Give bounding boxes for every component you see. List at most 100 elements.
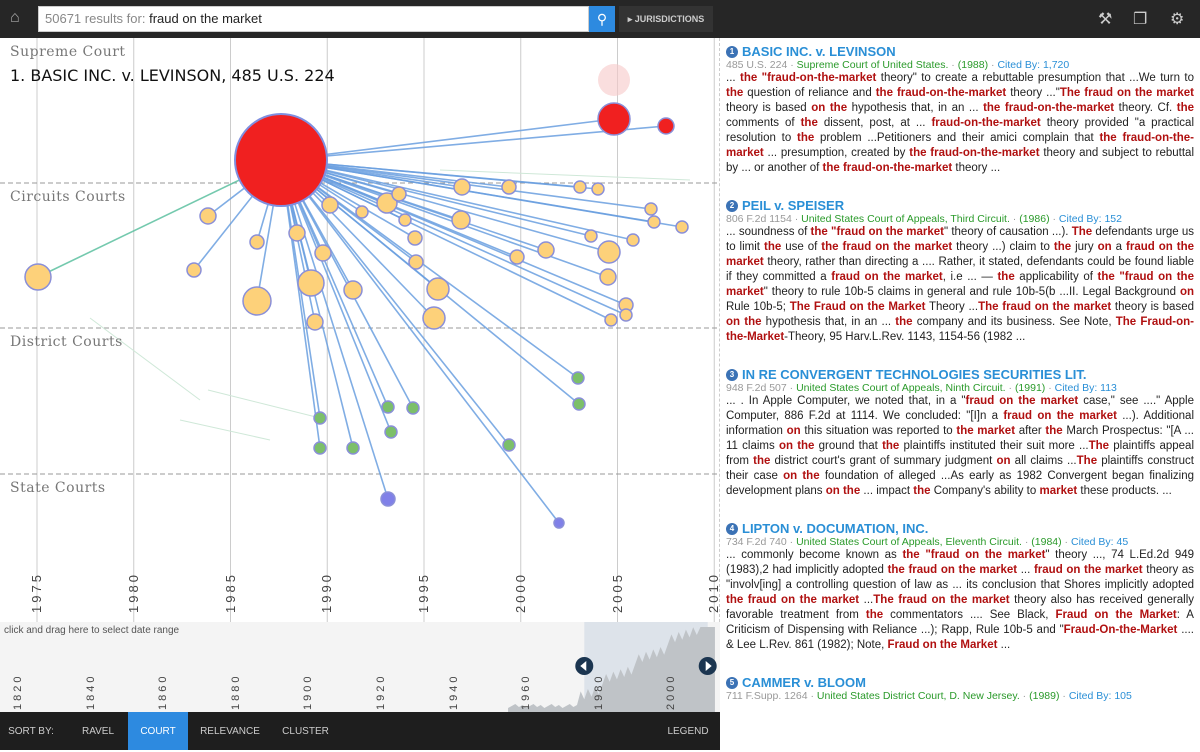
case-title-link[interactable]: PEIL v. SPEISER: [742, 198, 845, 213]
district-case-node[interactable]: [572, 397, 586, 411]
circuit-case-node[interactable]: [249, 234, 265, 250]
snippet-text: ... impact: [860, 485, 914, 497]
search-input[interactable]: 50671 results for: fraud on the market: [38, 6, 589, 32]
district-case-node[interactable]: [313, 411, 327, 425]
circuit-case-node[interactable]: [398, 213, 412, 227]
circuit-case-node[interactable]: [407, 230, 423, 246]
snippet-highlight: the: [763, 241, 782, 253]
snippet-text: ground that: [814, 440, 883, 452]
snippet-text: , i.e ... —: [942, 271, 998, 283]
cited-by-link[interactable]: Cited By: 1,720: [997, 59, 1070, 71]
circuit-case-node[interactable]: [186, 262, 202, 278]
circuit-case-node[interactable]: [408, 254, 424, 270]
circuit-case-node[interactable]: [199, 207, 217, 225]
circuit-case-node[interactable]: [453, 178, 471, 196]
result-number: 2: [726, 199, 738, 212]
snippet-text: theory" to create a rebuttable presumpti…: [876, 72, 1195, 84]
circuit-case-node[interactable]: [242, 286, 272, 316]
case-court: United States District Court, D. New Jer…: [816, 690, 1020, 702]
district-case-node[interactable]: [381, 400, 395, 414]
circuit-case-node[interactable]: [597, 240, 621, 264]
circuit-case-node[interactable]: [537, 241, 555, 259]
timeline-hint: click and drag here to select date range: [4, 625, 180, 636]
jurisdictions-button[interactable]: ▸ JURISDICTIONS: [619, 6, 713, 32]
district-case-node[interactable]: [406, 401, 420, 415]
cited-by-link[interactable]: Cited By: 152: [1058, 213, 1122, 225]
sort-option-ravel[interactable]: RAVEL: [81, 726, 115, 737]
circuit-case-node[interactable]: [321, 196, 339, 214]
snippet-text: case," see ...." Apple Computer, 886 F.2…: [726, 395, 1194, 422]
snippet-highlight: The: [1076, 455, 1098, 467]
circuit-case-node[interactable]: [647, 215, 661, 229]
citation-graph[interactable]: Supreme Court 1. BASIC INC. v. LEVINSON,…: [0, 38, 720, 622]
snippet-text: Company's ability to: [930, 485, 1040, 497]
district-case-node[interactable]: [384, 425, 398, 439]
circuit-case-node[interactable]: [675, 220, 689, 234]
district-case-node[interactable]: [313, 441, 327, 455]
snippet-text: district court's grant of summary judgme…: [770, 455, 997, 467]
circuit-case-node[interactable]: [501, 179, 517, 195]
supreme-case-node[interactable]: [657, 117, 675, 135]
circuit-case-node[interactable]: [355, 205, 369, 219]
case-title-link[interactable]: CAMMER v. BLOOM: [742, 675, 866, 690]
citation-edge: [280, 159, 354, 449]
home-icon[interactable]: ⌂: [10, 9, 20, 26]
circuit-case-node[interactable]: [426, 277, 450, 301]
circuit-case-node[interactable]: [422, 306, 446, 330]
sort-option-relevance[interactable]: RELEVANCE: [200, 726, 260, 737]
circuit-case-node[interactable]: [343, 280, 363, 300]
top-bar: ⌂ 50671 results for: fraud on the market…: [0, 0, 1200, 38]
sort-option-court[interactable]: COURT: [128, 712, 188, 750]
snippet-highlight: fraud on the market: [1033, 564, 1143, 576]
circuit-case-node[interactable]: [644, 202, 658, 216]
case-title-link[interactable]: BASIC INC. v. LEVINSON: [742, 44, 896, 59]
circuit-case-node[interactable]: [573, 180, 587, 194]
circuit-case-node[interactable]: [626, 233, 640, 247]
case-title-link[interactable]: IN RE CONVERGENT TECHNOLOGIES SECURITIES…: [742, 367, 1087, 382]
results-list[interactable]: 1 BASIC INC. v. LEVINSON 485 U.S. 224 · S…: [720, 38, 1200, 750]
district-case-node[interactable]: [571, 371, 585, 385]
circuit-case-node[interactable]: [391, 186, 407, 202]
circuit-case-node[interactable]: [604, 313, 618, 327]
case-snippet: ... the "fraud-on-the-market theory" to …: [726, 71, 1194, 176]
district-case-node[interactable]: [502, 438, 516, 452]
snippet-highlight: the fraud-on-the-market: [875, 87, 1007, 99]
timeline-chart[interactable]: [0, 622, 720, 712]
cited-by-link[interactable]: Cited By: 113: [1054, 382, 1117, 394]
gear-icon[interactable]: ⚙: [1170, 11, 1185, 28]
circuit-case-node[interactable]: [24, 263, 52, 291]
circuit-case-node[interactable]: [599, 268, 617, 286]
case-title-link[interactable]: LIPTON v. DOCUMATION, INC.: [742, 521, 929, 536]
district-case-node[interactable]: [346, 441, 360, 455]
snippet-highlight: The fraud on the market: [1059, 87, 1194, 99]
circuit-case-node[interactable]: [584, 229, 598, 243]
snippet-text: " theory to rule 10b-5 claims in general…: [763, 286, 1180, 298]
circuit-case-node[interactable]: [306, 313, 324, 331]
cited-by-link[interactable]: Cited By: 45: [1070, 536, 1129, 548]
snippet-highlight: on: [1097, 241, 1112, 253]
faded-case-node[interactable]: [598, 64, 630, 96]
snippet-text: comments of: [726, 117, 801, 129]
circuit-case-node[interactable]: [314, 244, 332, 262]
circuit-case-node[interactable]: [288, 224, 306, 242]
date-range-timeline[interactable]: click and drag here to select date range…: [0, 622, 720, 712]
circuit-case-node[interactable]: [619, 308, 633, 322]
snippet-text: this situation was reported to: [800, 425, 957, 437]
circuit-case-node[interactable]: [451, 210, 471, 230]
state-case-node[interactable]: [380, 491, 396, 507]
clipboard-icon[interactable]: ❐: [1133, 11, 1148, 28]
circuit-case-node[interactable]: [376, 192, 398, 214]
state-case-node[interactable]: [553, 517, 565, 529]
graph-canvas[interactable]: [0, 38, 720, 622]
circuit-case-node[interactable]: [297, 269, 325, 297]
cited-by-link[interactable]: Cited By: 105: [1068, 690, 1132, 702]
selected-case-node[interactable]: [234, 113, 328, 207]
circuit-case-node[interactable]: [591, 182, 605, 196]
sort-option-cluster[interactable]: CLUSTER: [282, 726, 329, 737]
gavel-icon[interactable]: ⚒: [1098, 11, 1113, 28]
supreme-case-node[interactable]: [597, 102, 631, 136]
snippet-highlight: the: [800, 117, 818, 129]
search-button[interactable]: ⚲: [589, 6, 615, 32]
legend-button[interactable]: LEGEND: [667, 726, 709, 737]
circuit-case-node[interactable]: [509, 249, 525, 265]
